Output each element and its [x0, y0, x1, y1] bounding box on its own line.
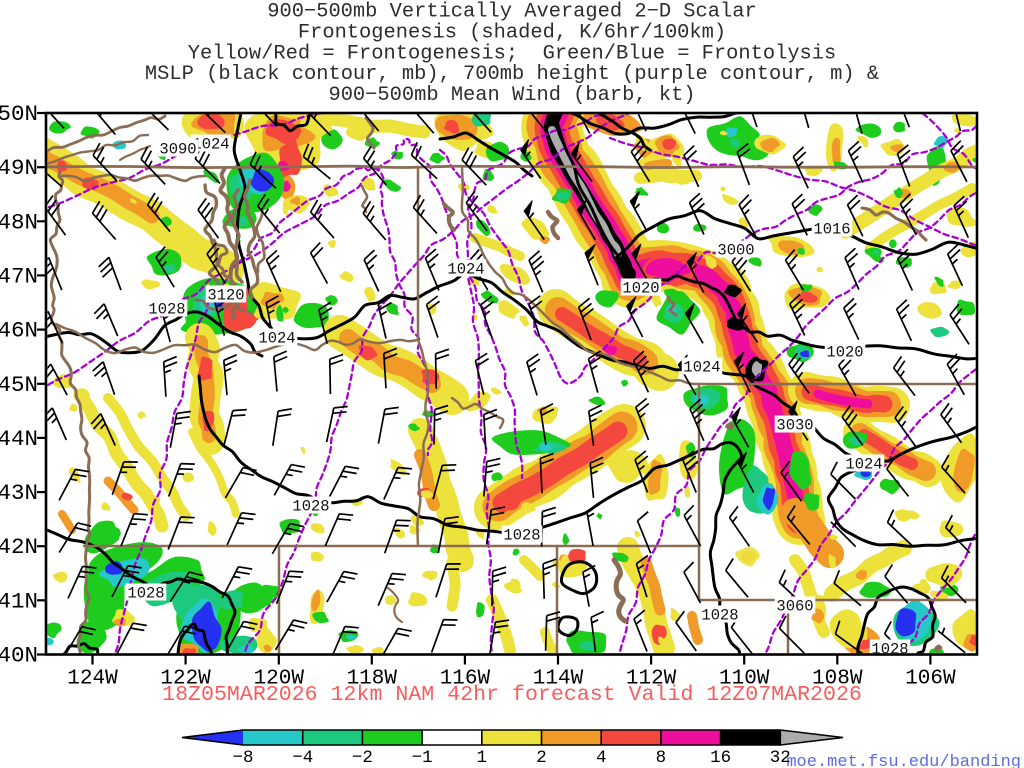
- svg-text:18Z05MAR2026 12km NAM 42hr for: 18Z05MAR2026 12km NAM 42hr forecast Vali…: [162, 683, 862, 707]
- svg-text:120W: 120W: [254, 668, 305, 691]
- svg-text:16: 16: [710, 748, 731, 768]
- svg-text:118W: 118W: [347, 668, 398, 691]
- svg-text:45N: 45N: [0, 372, 38, 398]
- svg-text:114W: 114W: [533, 668, 584, 691]
- svg-text:110W: 110W: [719, 668, 770, 691]
- svg-text:8: 8: [656, 748, 667, 768]
- svg-text:3060: 3060: [776, 598, 813, 616]
- svg-text:49N: 49N: [0, 155, 38, 181]
- svg-text:3120: 3120: [207, 287, 244, 305]
- svg-text:124W: 124W: [67, 668, 118, 691]
- svg-text:1028: 1028: [127, 585, 164, 603]
- svg-text:1020: 1020: [622, 280, 659, 298]
- svg-text:900−500mb Vertically Averaged: 900−500mb Vertically Averaged 2−D Scalar: [267, 1, 756, 24]
- svg-text:1024: 1024: [447, 261, 484, 279]
- svg-text:1020: 1020: [826, 344, 863, 362]
- svg-text:112W: 112W: [626, 668, 677, 691]
- svg-text:1024: 1024: [845, 456, 882, 474]
- svg-text:41N: 41N: [0, 588, 38, 614]
- svg-text:1024: 1024: [258, 330, 295, 348]
- svg-text:46N: 46N: [0, 318, 38, 344]
- svg-text:MSLP (black contour, mb), 700m: MSLP (black contour, mb), 700mb height (…: [145, 63, 879, 86]
- svg-text:1024: 1024: [192, 136, 229, 154]
- svg-text:3000: 3000: [717, 242, 754, 260]
- svg-text:1028: 1028: [701, 607, 738, 625]
- svg-text:900−500mb Mean Wind (barb, kt): 900−500mb Mean Wind (barb, kt): [328, 84, 695, 107]
- svg-text:−8: −8: [232, 748, 253, 768]
- svg-text:43N: 43N: [0, 480, 38, 506]
- svg-text:2: 2: [536, 748, 547, 768]
- svg-text:3030: 3030: [776, 417, 813, 435]
- svg-text:116W: 116W: [440, 668, 491, 691]
- svg-text:50N: 50N: [0, 101, 38, 127]
- svg-text:1028: 1028: [148, 301, 185, 319]
- svg-text:32: 32: [770, 748, 791, 768]
- svg-text:47N: 47N: [0, 263, 38, 289]
- svg-text:−1: −1: [412, 748, 433, 768]
- svg-text:44N: 44N: [0, 426, 38, 452]
- svg-text:Yellow/Red = Frontogenesis; G: Yellow/Red = Frontogenesis; Green/Blue =…: [188, 42, 837, 65]
- svg-text:1016: 1016: [813, 221, 850, 239]
- svg-text:moe.met.fsu.edu/banding: moe.met.fsu.edu/banding: [786, 753, 1021, 768]
- svg-text:40N: 40N: [0, 643, 38, 669]
- svg-text:−4: −4: [292, 748, 313, 768]
- svg-text:42N: 42N: [0, 534, 38, 560]
- svg-text:1024: 1024: [683, 359, 720, 377]
- svg-text:4: 4: [596, 748, 607, 768]
- svg-text:1028: 1028: [292, 498, 329, 516]
- svg-text:1028: 1028: [503, 527, 540, 545]
- svg-text:122W: 122W: [160, 668, 211, 691]
- svg-text:Frontogenesis (shaded, K/6hr/1: Frontogenesis (shaded, K/6hr/100km): [298, 21, 726, 44]
- svg-text:1: 1: [477, 748, 488, 768]
- svg-text:48N: 48N: [0, 209, 38, 235]
- svg-text:3090: 3090: [159, 141, 196, 159]
- svg-text:106W: 106W: [905, 668, 956, 691]
- svg-text:−2: −2: [352, 748, 373, 768]
- svg-text:1028: 1028: [871, 641, 908, 659]
- svg-text:108W: 108W: [812, 668, 863, 691]
